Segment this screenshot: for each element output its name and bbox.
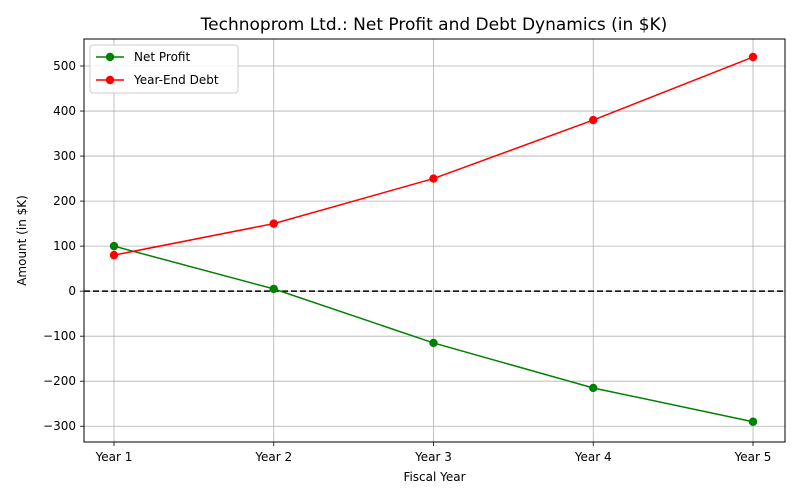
y-tick-label: 300 <box>53 149 76 163</box>
legend-marker <box>105 75 115 85</box>
x-axis-label: Fiscal Year <box>403 470 465 484</box>
x-tick-label: Year 3 <box>414 450 452 464</box>
data-point <box>269 284 278 294</box>
series-year-end-debt <box>109 52 758 260</box>
y-axis-ticks: −300 −200 −100 0 100 200 300 400 500 <box>43 59 84 433</box>
x-tick-label: Year 5 <box>734 450 772 464</box>
y-tick-label: 500 <box>53 59 76 73</box>
y-tick-label: 200 <box>53 194 76 208</box>
data-point <box>429 174 438 183</box>
data-point <box>269 219 278 228</box>
grid-lines <box>84 39 785 442</box>
x-tick-label: Year 1 <box>95 450 133 464</box>
series-net-profit <box>109 241 758 426</box>
y-tick-label: 0 <box>68 284 76 298</box>
y-tick-label: −100 <box>43 329 76 343</box>
legend-label: Net Profit <box>134 50 190 64</box>
legend-marker <box>105 52 115 62</box>
y-tick-label: 400 <box>53 104 76 118</box>
plot-frame <box>83 38 786 443</box>
data-point <box>748 417 758 426</box>
chart-title: Technoprom Ltd.: Net Profit and Debt Dyn… <box>200 15 668 35</box>
y-tick-label: 100 <box>53 239 76 253</box>
data-point <box>429 338 438 348</box>
data-point <box>748 52 758 62</box>
series-layer <box>109 52 758 426</box>
x-axis-ticks: Year 1 Year 2 Year 3 Year 4 Year 5 <box>95 442 772 464</box>
data-point <box>589 115 598 125</box>
legend-item: Year-End Debt <box>96 73 219 87</box>
y-tick-label: −300 <box>43 419 76 433</box>
data-point <box>109 250 119 260</box>
legend-item: Net Profit <box>96 50 190 64</box>
legend: Net Profit Year-End Debt <box>89 44 239 94</box>
x-tick-label: Year 4 <box>574 450 612 464</box>
legend-box <box>89 44 239 94</box>
y-tick-label: −200 <box>43 374 76 388</box>
data-point <box>589 383 598 393</box>
x-tick-label: Year 2 <box>254 450 292 464</box>
y-axis-label: Amount (in $K) <box>15 195 29 286</box>
legend-label: Year-End Debt <box>133 73 219 87</box>
data-point <box>109 241 119 251</box>
